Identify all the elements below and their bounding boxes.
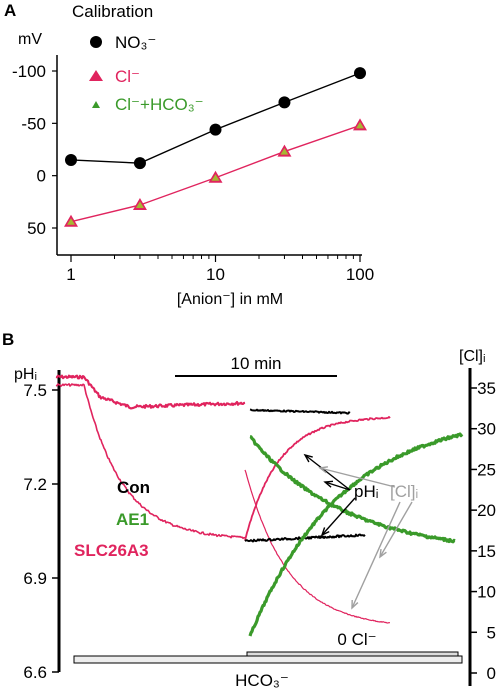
trace-slc26a3-high: [55, 374, 246, 410]
legend-cl-marker: [89, 70, 103, 81]
bar-zero-cl-label: 0 Cl⁻: [337, 630, 376, 649]
panel-a-ylabel: mV: [18, 31, 42, 48]
right-tick-label: 15: [477, 542, 496, 561]
bar-hco3: [73, 655, 463, 664]
label-con: Con: [117, 478, 150, 497]
right-tick-label: 35: [477, 379, 496, 398]
trace-slc26a3-recovery: [244, 415, 391, 541]
clhco3-point: [135, 201, 144, 208]
clhco3-point: [211, 174, 220, 181]
right-tick-label: 25: [477, 460, 496, 479]
panel-a-title: Calibration: [72, 2, 153, 21]
panel-a-letter: A: [4, 1, 16, 20]
x-tick-label: 100: [346, 265, 374, 284]
label-cli: [Cl]ᵢ: [390, 482, 418, 501]
legend-clhco3-marker: [92, 101, 100, 108]
legend-no3-label: NO₃⁻: [115, 33, 156, 52]
bar-hco3-label: HCO₃⁻: [235, 671, 289, 690]
panel-b-ylabel-right: [Cl]ᵢ: [459, 348, 486, 365]
label-phi: pHᵢ: [354, 482, 378, 501]
panel-a-x-ticks: 1 10 100: [66, 255, 374, 284]
annotation-arrowhead: [318, 466, 329, 474]
panel-b-ylabel-left: pHᵢ: [14, 366, 37, 383]
panel-a-xlabel: [Anion⁻] in mM: [177, 291, 283, 308]
right-tick-label: 0: [487, 664, 496, 683]
right-tick-label: 5: [487, 623, 496, 642]
trace-slc26a3-low: [55, 383, 246, 540]
no3-point: [278, 96, 291, 109]
annotation-arrowhead: [351, 599, 359, 610]
x-tick-label: 1: [66, 265, 75, 284]
label-slc26a3: SLC26A3: [74, 541, 149, 560]
panel-b-left-ticks: 7.5 7.2 6.9 6.6: [23, 381, 59, 682]
right-tick-label: 30: [477, 420, 496, 439]
annotation-arrow: [319, 467, 396, 488]
left-tick-label: 6.9: [23, 569, 47, 588]
panel-a-series: [64, 67, 367, 227]
y-tick-label: -50: [21, 114, 46, 133]
clhco3-point: [67, 218, 75, 225]
annotation-arrowhead: [379, 548, 387, 559]
panel-a: A Calibration mV -100 -50 0 50 1 10 100 [Anio…: [4, 1, 374, 308]
annotation-arrowhead: [320, 527, 330, 537]
panel-a-legend: NO₃⁻ Cl⁻ Cl⁻+HCO₃⁻: [89, 33, 204, 114]
panel-b: B pHᵢ [Cl]ᵢ 7.5 7.2 6.9 6.6 35 30 25 20 15 10 5 0 …: [2, 330, 496, 690]
trace-con-high: [249, 408, 351, 415]
clhco3-point: [356, 121, 364, 129]
no3-point: [65, 153, 77, 166]
x-tick-label: 10: [206, 265, 225, 284]
annotation-arrowhead: [303, 453, 313, 463]
panel-b-traces: [55, 374, 464, 637]
no3-point: [209, 123, 222, 136]
left-tick-label: 6.6: [23, 663, 47, 682]
panel-b-right-ticks: 35 30 25 20 15 10 5 0: [470, 379, 496, 683]
legend-no3-marker: [90, 36, 102, 48]
trace-ae1-ph: [248, 432, 464, 637]
right-tick-label: 20: [477, 501, 496, 520]
legend-clhco3-label: Cl⁻+HCO₃⁻: [115, 95, 204, 114]
series-line-no3: [70, 72, 361, 164]
annotation-arrowhead: [323, 480, 334, 488]
annotation-arrow: [351, 501, 401, 609]
annotation-arrow: [379, 501, 413, 558]
y-tick-label: 0: [37, 167, 46, 186]
no3-point: [133, 157, 146, 170]
no3-point: [354, 67, 366, 80]
y-tick-label: 50: [27, 219, 46, 238]
trace-ae1-cl: [249, 435, 456, 544]
annotation-arrow: [321, 497, 356, 536]
panel-a-x-minor-ticks: [113, 255, 354, 259]
left-tick-label: 7.5: [23, 381, 47, 400]
clhco3-point: [280, 148, 289, 155]
left-tick-label: 7.2: [23, 475, 47, 494]
panel-a-y-ticks: -100 -50 0 50: [12, 62, 57, 238]
panel-b-annotation-arrows: [303, 453, 413, 610]
legend-cl-label: Cl⁻: [115, 67, 140, 86]
right-tick-label: 10: [477, 583, 496, 602]
panel-b-letter: B: [2, 330, 14, 349]
y-tick-label: -100: [12, 62, 46, 81]
label-ae1: AE1: [116, 510, 149, 529]
annotation-arrow: [324, 481, 351, 491]
annotation-arrow: [304, 454, 351, 491]
scale-bar-label: 10 min: [230, 354, 281, 373]
